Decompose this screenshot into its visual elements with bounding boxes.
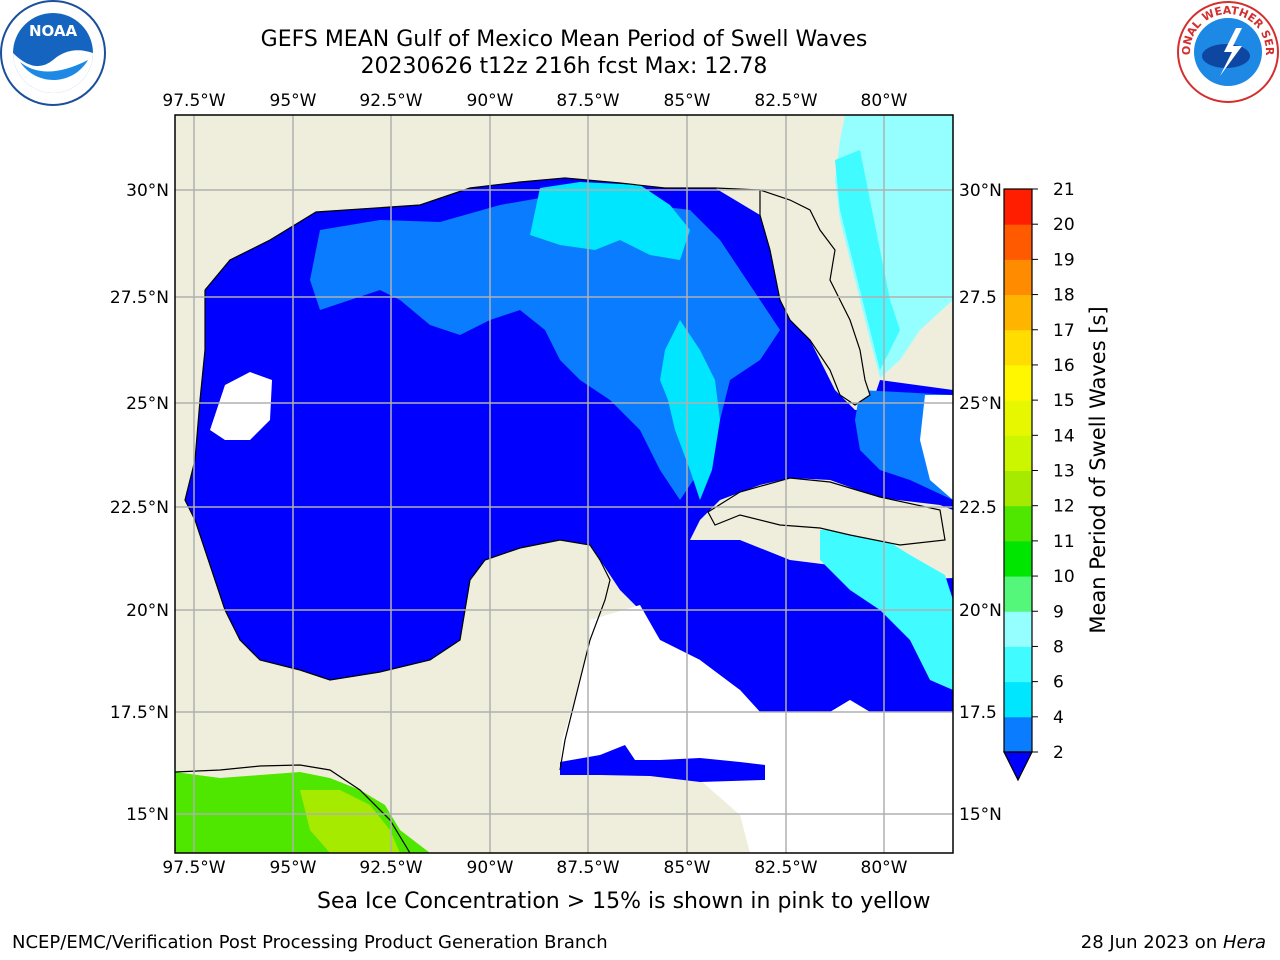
- cuba-land: [707, 477, 946, 546]
- lon-labels-top: 97.5°W 95°W 92.5°W 90°W 87.5°W 85°W 82.5°W 80°W: [162, 91, 907, 111]
- lat-label: 27.5: [959, 288, 997, 308]
- noaa-logo-icon: NOAA: [0, 0, 106, 106]
- colorbar-tick-label: 9: [1053, 602, 1064, 622]
- caribbean-ocean-deep-strip: [560, 745, 765, 782]
- colorbar-tick-label: 21: [1053, 180, 1075, 200]
- colorbar-tick-label: 16: [1053, 356, 1075, 376]
- colorbar-segment: [1004, 505, 1032, 542]
- gulf-coast-outline: [204, 177, 761, 291]
- colorbar-tick-label: 20: [1053, 215, 1075, 235]
- lon-label: 95°W: [270, 91, 317, 111]
- colorbar-tick-label: 4: [1053, 708, 1064, 728]
- lat-label: 30°N: [126, 181, 169, 201]
- colorbar-segment: [1004, 400, 1032, 436]
- lat-label: 20°N: [126, 601, 169, 621]
- colorbar-segment: [1004, 611, 1032, 647]
- svg-text:NOAA: NOAA: [29, 22, 78, 40]
- lon-label: 85°W: [664, 858, 711, 878]
- footer-date: 28 Jun 2023 on Hera: [1081, 932, 1266, 953]
- gulf-plume-cyan: [660, 320, 720, 500]
- colorbar-label: Mean Period of Swell Waves [s]: [1086, 306, 1110, 633]
- lat-label: 15°N: [126, 805, 169, 825]
- lat-label: 17.5°N: [110, 703, 169, 723]
- colorbar-segment: [1004, 435, 1032, 471]
- footer-machine: Hera: [1222, 932, 1266, 953]
- lon-labels-bottom: 97.5°W 95°W 92.5°W 90°W 87.5°W 85°W 82.5°W 80°W: [162, 858, 907, 878]
- nws-logo-icon: NATIONAL WEATHER SERVICE: [1176, 0, 1279, 103]
- map-frame: [174, 114, 954, 854]
- caribbean-missing-data: [560, 605, 953, 853]
- colorbar-segment: [1004, 716, 1032, 753]
- lon-label: 80°W: [861, 91, 908, 111]
- mexico-coast-outline: [184, 290, 471, 681]
- lon-label: 92.5°W: [359, 91, 422, 111]
- lon-label: 90°W: [467, 858, 514, 878]
- colorbar-segment: [1004, 294, 1032, 331]
- lat-labels-left: 30°N 27.5°N 25°N 22.5°N 20°N 17.5°N 15°N: [110, 181, 169, 825]
- colorbar-tick-label: 12: [1053, 497, 1075, 517]
- colorbar-tick-label: 15: [1053, 391, 1075, 411]
- colorbar-segment: [1004, 576, 1032, 612]
- chart-title: GEFS MEAN Gulf of Mexico Mean Period of …: [260, 27, 868, 52]
- colorbar-segment: [1004, 189, 1032, 225]
- lon-label: 85°W: [664, 91, 711, 111]
- colorbar-tick-label: 6: [1053, 673, 1064, 693]
- colorbar-tick-label: 14: [1053, 426, 1075, 446]
- colorbar-segment: [1004, 224, 1032, 260]
- colorbar: 2 4 6 8 9 10 11 12 13 14 15 16 17 18 19 20 21: [1003, 180, 1075, 782]
- lat-label: 20°N: [959, 601, 1002, 621]
- map-area: [174, 115, 953, 854]
- colorbar-segment: [1004, 646, 1032, 683]
- gulf-missing-data: [210, 372, 272, 440]
- colorbar-tick-label: 10: [1053, 567, 1075, 587]
- chart-subtitle: 20230626 t12z 216h fcst Max: 12.78: [360, 54, 768, 79]
- colorbar-segment: [1004, 681, 1032, 718]
- lat-label: 27.5°N: [110, 288, 169, 308]
- colorbar-segment: [1004, 470, 1032, 507]
- colorbar-segment: [1004, 364, 1032, 401]
- colorbar-tick-label: 11: [1053, 532, 1075, 552]
- sea-ice-note: Sea Ice Concentration > 15% is shown in …: [317, 889, 931, 914]
- lon-label: 95°W: [270, 858, 317, 878]
- lon-label: 90°W: [467, 91, 514, 111]
- colorbar-segment: [1004, 259, 1032, 296]
- colorbar-tick-label: 17: [1053, 321, 1075, 341]
- central-america-outline: [174, 764, 411, 854]
- footer-branch: NCEP/EMC/Verification Post Processing Pr…: [12, 932, 608, 953]
- footer-date-text: 28 Jun 2023 on: [1080, 932, 1223, 953]
- lat-label: 15°N: [959, 805, 1002, 825]
- lat-label: 25°N: [959, 394, 1002, 414]
- colorbar-tick-label: 19: [1053, 250, 1075, 270]
- lat-label: 22.5°N: [110, 498, 169, 518]
- gulf-ocean-mid: [310, 198, 780, 500]
- lon-label: 97.5°W: [162, 858, 225, 878]
- bahamas-missing-data: [920, 395, 953, 500]
- map-grid: [175, 115, 953, 853]
- lon-label: 87.5°W: [556, 858, 619, 878]
- gulf-ocean-cyan: [530, 182, 690, 260]
- lon-label: 92.5°W: [359, 858, 422, 878]
- lat-label: 25°N: [126, 394, 169, 414]
- colorbar-extend: [1003, 751, 1033, 782]
- lon-label: 82.5°W: [754, 91, 817, 111]
- lon-label: 97.5°W: [162, 91, 225, 111]
- lon-label: 87.5°W: [556, 91, 619, 111]
- pacific-ocean-yellowgreen: [300, 790, 400, 853]
- colorbar-tick-label: 13: [1053, 462, 1075, 482]
- colorbar-segment: [1004, 329, 1032, 366]
- lon-label: 82.5°W: [754, 858, 817, 878]
- lat-labels-right: 30°N 27.5 25°N 22.5 20°N 17.5 15°N: [959, 181, 1002, 825]
- colorbar-tick-label: 2: [1053, 743, 1064, 763]
- colorbar-tick-label: 8: [1053, 637, 1064, 657]
- lat-label: 17.5: [959, 703, 997, 723]
- colorbar-tick-label: 18: [1053, 286, 1075, 306]
- lat-label: 30°N: [959, 181, 1002, 201]
- yucatan-outline: [469, 539, 611, 771]
- lat-label: 22.5: [959, 498, 997, 518]
- lon-label: 80°W: [861, 858, 908, 878]
- colorbar-segment: [1004, 540, 1032, 577]
